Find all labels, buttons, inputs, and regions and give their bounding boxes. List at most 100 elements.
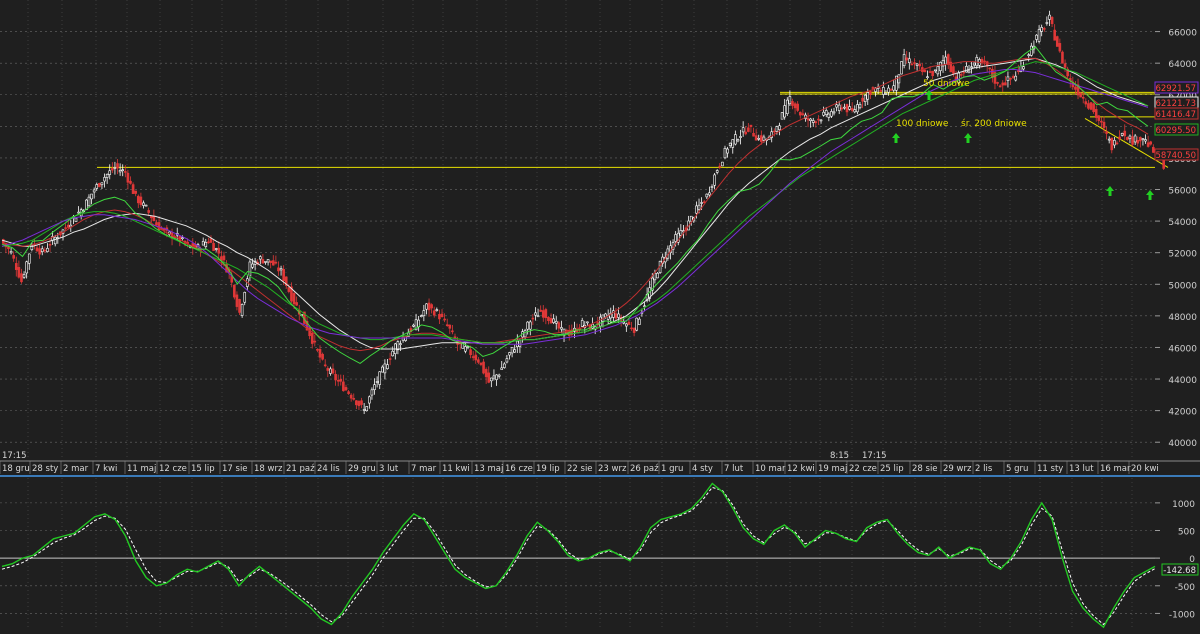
candle-body xyxy=(383,363,387,374)
candle-body xyxy=(869,91,872,95)
candle-body xyxy=(523,330,527,338)
x-tick-label: 11 kwi xyxy=(442,464,470,474)
candle-body xyxy=(933,69,937,72)
candle-body xyxy=(1110,137,1114,151)
candle-body xyxy=(923,69,927,73)
candle-body xyxy=(625,323,628,327)
candle-body xyxy=(155,222,158,226)
x-tick-label: 5 gru xyxy=(1006,464,1028,474)
candle-body xyxy=(1040,27,1043,32)
x-tick-label: 7 lut xyxy=(724,464,744,474)
x-tick-label: 13 lut xyxy=(1069,464,1094,474)
candle-body xyxy=(435,309,439,311)
x-tick-label: 22 sie xyxy=(567,464,593,474)
signal-arrows xyxy=(892,90,1154,200)
candle-body xyxy=(266,259,270,263)
candle-body xyxy=(103,177,106,182)
price-label: 62121.73 xyxy=(1155,99,1196,109)
candle-body xyxy=(181,237,184,239)
candle-body xyxy=(414,319,418,331)
last-value-box xyxy=(1161,563,1199,576)
candle-body xyxy=(736,139,740,142)
up-arrow-icon xyxy=(892,133,900,143)
candle-body xyxy=(863,94,867,102)
moving-averages xyxy=(1,46,1149,364)
candle-body xyxy=(1027,54,1031,56)
x-tick-label: 29 wrz xyxy=(943,464,972,474)
price-label: 61416.47 xyxy=(1155,110,1196,120)
x-tick-label: 12 cze xyxy=(159,464,187,474)
x-tick-label: 18 wrz xyxy=(254,464,283,474)
candle-body xyxy=(1102,121,1106,128)
candle-body xyxy=(1061,51,1064,64)
candle-body xyxy=(355,400,358,406)
candle-body xyxy=(269,260,272,263)
candle-body xyxy=(217,247,221,254)
candle-body xyxy=(136,195,140,204)
candle-body xyxy=(785,99,789,114)
candle-body xyxy=(105,173,109,178)
candle-body xyxy=(386,364,389,369)
candle-body xyxy=(233,284,236,298)
candle-body xyxy=(505,358,509,363)
candle-body xyxy=(261,259,265,264)
candle-body xyxy=(835,104,838,108)
candle-body xyxy=(614,313,618,319)
price-label-box xyxy=(1154,148,1199,161)
x-tick-label: 26 paź xyxy=(630,464,659,474)
moving-average-line xyxy=(1,46,1149,364)
candle-body xyxy=(547,316,550,322)
y-tick-label: 56000 xyxy=(1168,187,1197,197)
x-axis: 18 gru 28 sty 2 mar 7 kwi 11 maj 12 cze 15 lip… xyxy=(0,451,1200,477)
candle-body xyxy=(900,61,903,75)
candle-body xyxy=(718,165,722,168)
candle-body xyxy=(778,125,781,130)
candle-body xyxy=(926,76,929,79)
candle-body xyxy=(895,75,898,91)
candle-body xyxy=(271,260,275,266)
candle-body xyxy=(425,303,428,310)
candle-body xyxy=(518,339,522,347)
y-tick-label: 54000 xyxy=(1168,218,1197,228)
candle-body xyxy=(1084,101,1088,105)
candle-body xyxy=(936,66,940,75)
candle-body xyxy=(554,320,558,324)
candle-body xyxy=(962,71,966,74)
candle-body xyxy=(939,62,942,71)
candle-body xyxy=(830,111,833,117)
candle-body xyxy=(274,261,278,264)
candle-body xyxy=(866,92,870,100)
candle-body xyxy=(316,349,319,351)
candle-body xyxy=(503,363,506,368)
candle-body xyxy=(806,118,810,121)
candle-body xyxy=(318,349,322,358)
candle-body xyxy=(991,68,994,78)
candle-body xyxy=(144,204,148,207)
candle-body xyxy=(118,169,122,173)
x-tick-label: 12 kwi xyxy=(787,464,815,474)
y-tick-label: 66000 xyxy=(1168,29,1197,39)
candle-body xyxy=(832,111,836,114)
candle-body xyxy=(248,261,252,277)
y-tick-label: -1000 xyxy=(1169,610,1195,620)
candle-body xyxy=(1115,142,1119,145)
y-tick-label: 0 xyxy=(1189,555,1195,565)
candle-body xyxy=(1037,29,1041,42)
candle-body xyxy=(466,346,470,349)
candle-body xyxy=(427,302,431,311)
candle-body xyxy=(609,312,613,319)
x-tick-label: 28 sie xyxy=(912,464,938,474)
candle-body xyxy=(544,309,548,319)
candle-body xyxy=(980,58,984,63)
candle-body xyxy=(116,163,119,169)
candle-body xyxy=(946,54,950,65)
x-tick-label: 2 lis xyxy=(975,464,993,474)
annotations: 50 dniowe 100 dniowe śr. 200 dniowe xyxy=(896,79,1027,129)
candle-body xyxy=(856,104,859,113)
candle-body xyxy=(861,97,864,102)
candle-body xyxy=(638,318,641,325)
candle-body xyxy=(464,346,467,352)
candle-body xyxy=(448,324,452,329)
